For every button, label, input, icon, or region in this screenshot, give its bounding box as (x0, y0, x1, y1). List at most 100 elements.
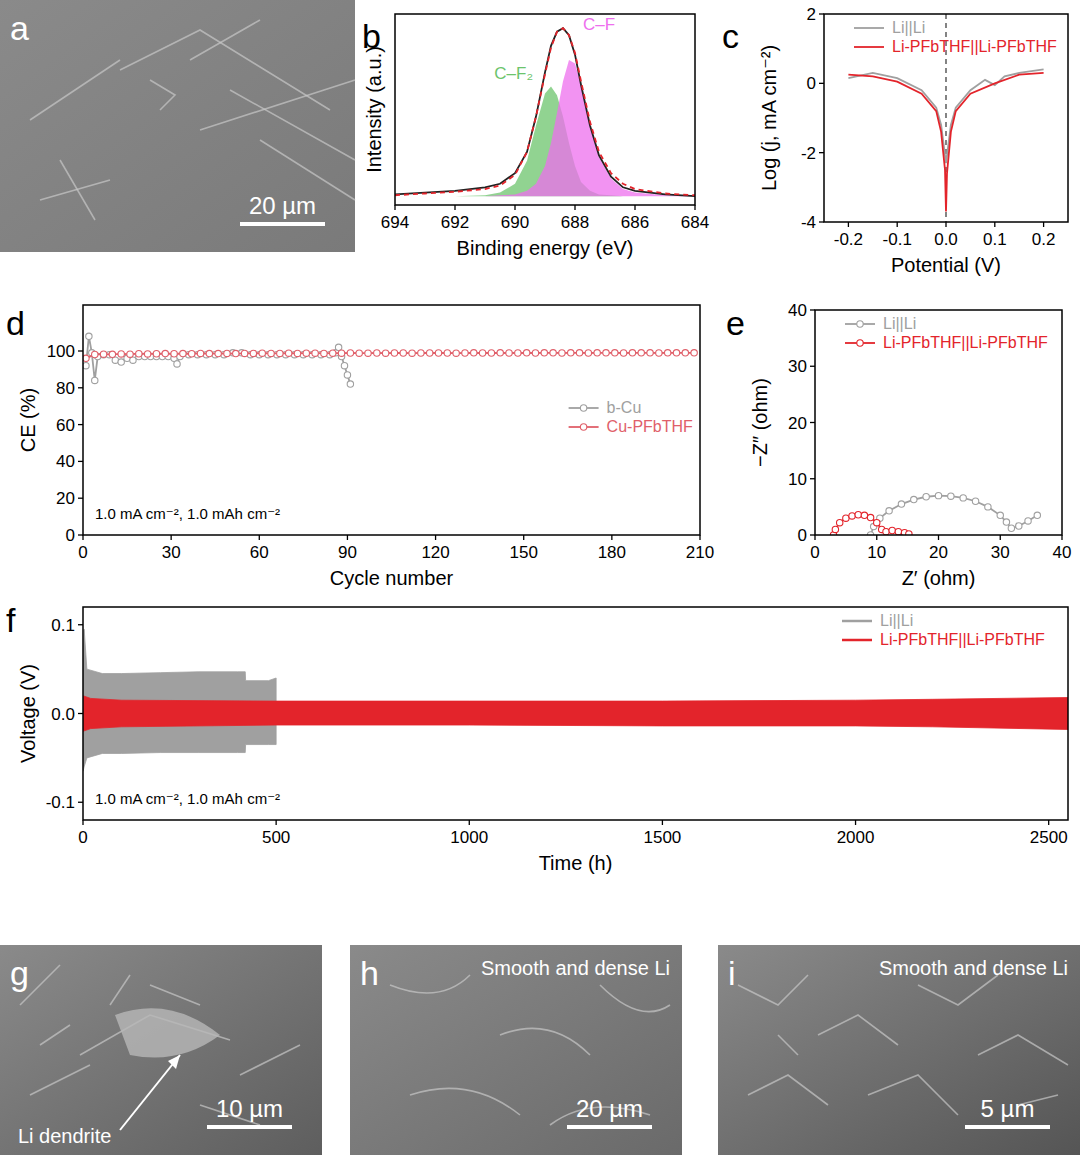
scale-bar (240, 222, 325, 226)
y-tick (819, 13, 824, 14)
data-point (691, 350, 697, 356)
data-point (985, 504, 991, 510)
y-tick-label: 0 (66, 526, 75, 545)
plot-frame (824, 14, 1068, 222)
y-axis-title: CE (%) (17, 388, 39, 452)
data-point (285, 350, 291, 356)
x-tick-label: 694 (381, 213, 409, 232)
scale-bar (567, 1125, 652, 1129)
x-tick-label: 120 (421, 543, 449, 562)
x-tick (938, 535, 939, 540)
data-point (541, 350, 547, 356)
sem-image: a20 µm (0, 0, 355, 252)
image-texture (390, 975, 670, 1125)
y-tick-label: 80 (56, 379, 75, 398)
x-tick-label: 0.1 (983, 230, 1007, 249)
x-tick-label: 40 (1053, 543, 1072, 562)
y-tick-label: 0.0 (51, 705, 75, 724)
texture-stroke (190, 20, 260, 60)
image-texture (738, 975, 1068, 1115)
panel-letter: h (360, 954, 379, 992)
panel-letter: i (728, 954, 736, 992)
data-point (568, 350, 574, 356)
image-background (0, 945, 322, 1155)
data-point (849, 513, 855, 519)
data-point (673, 350, 679, 356)
data-point (118, 351, 124, 357)
y-tick (819, 221, 824, 222)
data-point (268, 350, 274, 356)
data-point (162, 350, 168, 356)
data-point (409, 350, 415, 356)
series-line (395, 28, 695, 196)
data-point (620, 350, 626, 356)
data-point (92, 377, 98, 383)
x-axis-title: Binding energy (eV) (457, 237, 634, 259)
x-tick-label: 690 (501, 213, 529, 232)
scale-bar-label: 5 µm (981, 1095, 1035, 1122)
data-point (471, 350, 477, 356)
x-tick-label: 1000 (450, 828, 488, 847)
data-point (629, 350, 635, 356)
data-point (294, 350, 300, 356)
data-point (144, 351, 150, 357)
x-axis-title: Cycle number (330, 567, 454, 589)
x-axis-title: Z′ (ohm) (902, 567, 976, 589)
plot-frame (815, 310, 1062, 535)
legend: Li||LiLi-PFbTHF||Li-PFbTHF (854, 19, 1057, 55)
x-tick-label: 30 (991, 543, 1010, 562)
data-point (330, 350, 336, 356)
data-point (506, 350, 512, 356)
data-point (895, 528, 901, 534)
x-tick (699, 535, 700, 540)
texture-stroke (918, 975, 998, 1005)
plot-area (83, 333, 697, 387)
x-tick (994, 222, 995, 227)
legend: Li||LiLi-PFbTHF||Li-PFbTHF (845, 315, 1048, 351)
panel-letter: c (722, 17, 739, 55)
texture-stroke (410, 1088, 520, 1115)
y-tick (810, 422, 815, 423)
data-point (1008, 525, 1014, 531)
x-tick (170, 535, 171, 540)
series-line (86, 336, 350, 384)
data-point (418, 350, 424, 356)
texture-stroke (150, 80, 175, 110)
x-tick-label: 150 (510, 543, 538, 562)
y-tick (810, 309, 815, 310)
legend-marker (857, 321, 863, 327)
x-axis-title: Time (h) (539, 852, 613, 874)
data-point (682, 350, 688, 356)
data-point (960, 495, 966, 501)
y-tick-label: -4 (801, 213, 816, 232)
y-axis-title: Voltage (V) (17, 664, 39, 763)
chart-panel: c-0.2-0.10.00.10.2-4-202Potential (V)Log… (722, 5, 1068, 276)
data-point (515, 350, 521, 356)
data-point (883, 528, 889, 534)
series-label: C–F₂ (494, 64, 533, 83)
data-point (233, 350, 239, 356)
scale-bar-label: 10 µm (216, 1095, 283, 1122)
x-tick (897, 222, 898, 227)
data-point (241, 350, 247, 356)
data-point (867, 514, 873, 520)
y-tick (78, 424, 83, 425)
y-tick (78, 461, 83, 462)
texture-stroke (500, 1028, 590, 1055)
data-point (435, 350, 441, 356)
y-tick-label: 10 (788, 470, 807, 489)
data-point (92, 351, 98, 357)
texture-stroke (110, 975, 130, 1005)
annotation: 1.0 mA cm⁻², 1.0 mAh cm⁻² (95, 505, 280, 522)
data-point (911, 496, 917, 502)
data-point (656, 350, 662, 356)
data-point (638, 350, 644, 356)
x-tick (435, 535, 436, 540)
texture-stroke (978, 1035, 1068, 1065)
data-point (100, 351, 106, 357)
x-tick-label: 10 (867, 543, 886, 562)
y-tick (78, 624, 83, 625)
panel-letter: d (6, 304, 25, 342)
data-point (664, 350, 670, 356)
image-caption: Smooth and dense Li (879, 957, 1068, 979)
